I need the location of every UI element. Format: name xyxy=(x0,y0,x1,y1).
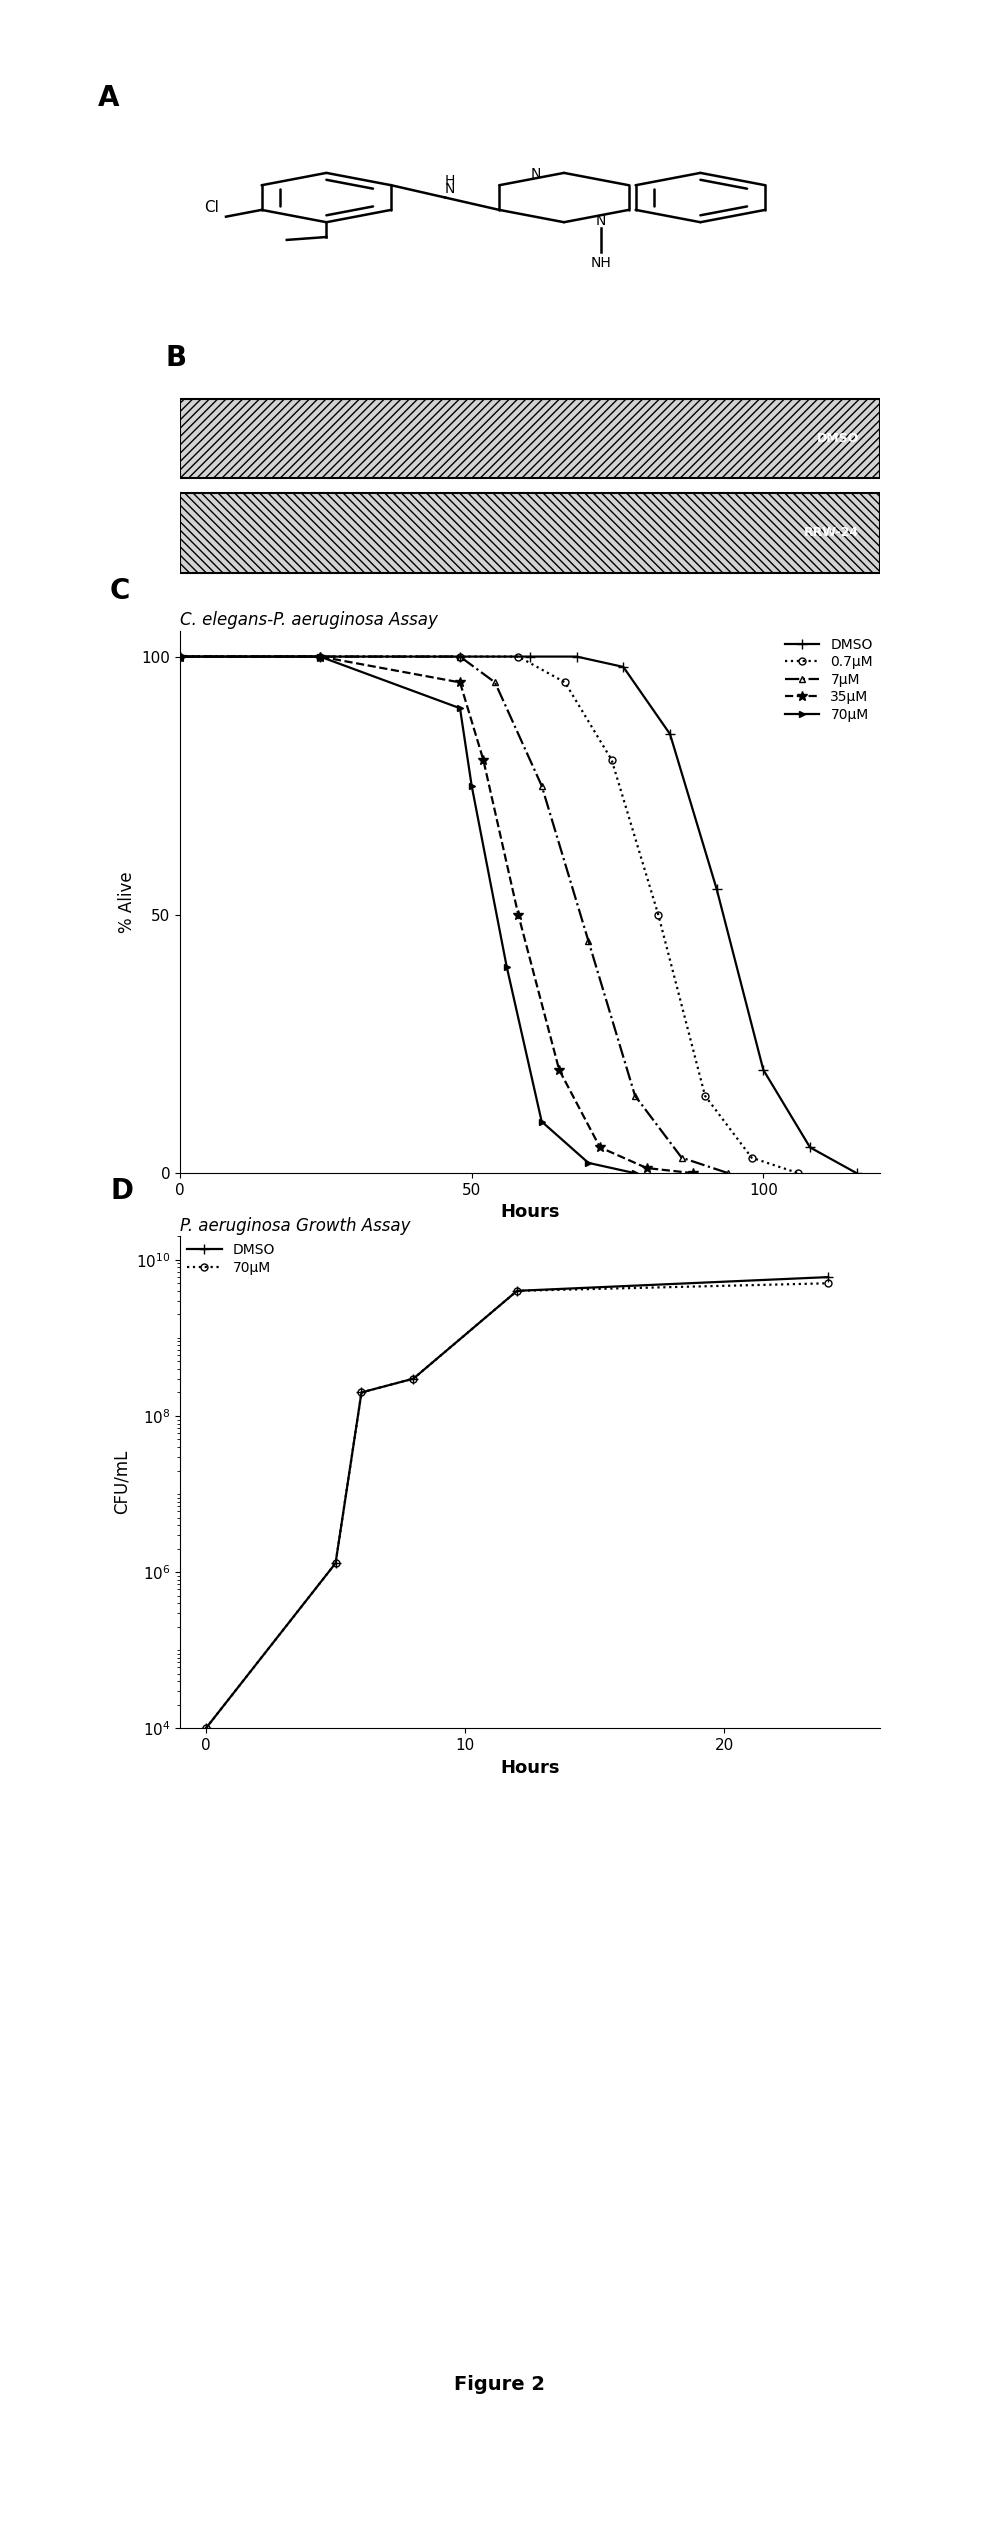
Bar xyxy=(180,399,880,479)
7μM xyxy=(676,1143,688,1173)
Text: A: A xyxy=(98,83,119,114)
0.7μM xyxy=(746,1143,758,1173)
Line: 7μM: 7μM xyxy=(177,653,732,1176)
70μM xyxy=(582,1148,594,1178)
0.7μM xyxy=(606,744,618,775)
70μM xyxy=(200,1713,212,1743)
35μM xyxy=(594,1133,606,1163)
DMSO xyxy=(757,1055,769,1085)
DMSO xyxy=(711,873,723,903)
0.7μM xyxy=(792,1158,804,1188)
Line: 0.7μM: 0.7μM xyxy=(177,653,802,1176)
35μM xyxy=(477,744,489,775)
DMSO xyxy=(314,641,326,671)
35μM xyxy=(512,901,524,931)
Y-axis label: CFU/mL: CFU/mL xyxy=(112,1451,130,1514)
70μM xyxy=(314,641,326,671)
Text: N: N xyxy=(531,167,541,182)
Text: P. aeruginosa Growth Assay: P. aeruginosa Growth Assay xyxy=(180,1216,411,1234)
Text: N: N xyxy=(444,182,455,197)
35μM xyxy=(553,1055,565,1085)
70μM xyxy=(454,694,466,724)
0.7μM xyxy=(174,641,186,671)
7μM xyxy=(314,641,326,671)
70μM xyxy=(407,1362,419,1393)
X-axis label: Hours: Hours xyxy=(500,1203,560,1221)
70μM xyxy=(511,1277,523,1307)
70μM xyxy=(536,1108,548,1138)
Text: N: N xyxy=(596,214,606,227)
Text: B: B xyxy=(166,343,187,371)
DMSO xyxy=(355,1378,367,1408)
35μM xyxy=(314,641,326,671)
Legend: DMSO, 0.7μM, 7μM, 35μM, 70μM: DMSO, 0.7μM, 7μM, 35μM, 70μM xyxy=(785,638,873,722)
70μM xyxy=(629,1158,641,1188)
70μM xyxy=(355,1378,367,1408)
0.7μM xyxy=(699,1080,711,1110)
Bar xyxy=(180,492,880,573)
Text: DMSO: DMSO xyxy=(817,431,859,444)
35μM xyxy=(641,1153,653,1183)
Line: 70μM: 70μM xyxy=(177,653,638,1176)
70μM xyxy=(501,951,513,981)
0.7μM xyxy=(314,641,326,671)
7μM xyxy=(174,641,186,671)
35μM xyxy=(174,641,186,671)
70μM xyxy=(330,1549,342,1579)
0.7μM xyxy=(454,641,466,671)
0.7μM xyxy=(512,641,524,671)
Line: 70μM: 70μM xyxy=(202,1279,832,1731)
Line: 35μM: 35μM xyxy=(175,651,698,1178)
7μM xyxy=(722,1158,734,1188)
Text: Cl: Cl xyxy=(204,199,219,214)
Text: C. elegans-P. aeruginosa Assay: C. elegans-P. aeruginosa Assay xyxy=(180,611,438,628)
DMSO xyxy=(454,641,466,671)
0.7μM xyxy=(559,666,571,696)
70μM xyxy=(174,641,186,671)
DMSO xyxy=(571,641,583,671)
DMSO xyxy=(664,719,676,749)
Line: DMSO: DMSO xyxy=(175,651,862,1178)
Text: C: C xyxy=(110,575,130,606)
35μM xyxy=(454,666,466,696)
Text: RRW-24: RRW-24 xyxy=(804,527,859,540)
Legend: DMSO, 70μM: DMSO, 70μM xyxy=(187,1244,275,1274)
7μM xyxy=(536,770,548,800)
DMSO xyxy=(524,641,536,671)
70μM xyxy=(466,770,478,800)
Text: NH: NH xyxy=(590,255,611,270)
DMSO xyxy=(851,1158,863,1188)
0.7μM xyxy=(652,901,664,931)
35μM xyxy=(687,1158,699,1188)
7μM xyxy=(489,666,501,696)
DMSO xyxy=(617,651,629,681)
DMSO xyxy=(804,1133,816,1163)
DMSO xyxy=(822,1262,834,1292)
Line: DMSO: DMSO xyxy=(201,1272,833,1733)
DMSO xyxy=(407,1362,419,1393)
DMSO xyxy=(174,641,186,671)
70μM xyxy=(822,1269,834,1299)
7μM xyxy=(454,641,466,671)
DMSO xyxy=(330,1549,342,1579)
7μM xyxy=(582,926,594,956)
Text: Figure 2: Figure 2 xyxy=(454,2374,546,2394)
7μM xyxy=(629,1080,641,1110)
Text: H: H xyxy=(444,174,455,189)
DMSO xyxy=(200,1713,212,1743)
X-axis label: Hours: Hours xyxy=(500,1759,560,1776)
Text: D: D xyxy=(110,1178,133,1206)
Y-axis label: % Alive: % Alive xyxy=(118,870,136,934)
DMSO xyxy=(511,1277,523,1307)
